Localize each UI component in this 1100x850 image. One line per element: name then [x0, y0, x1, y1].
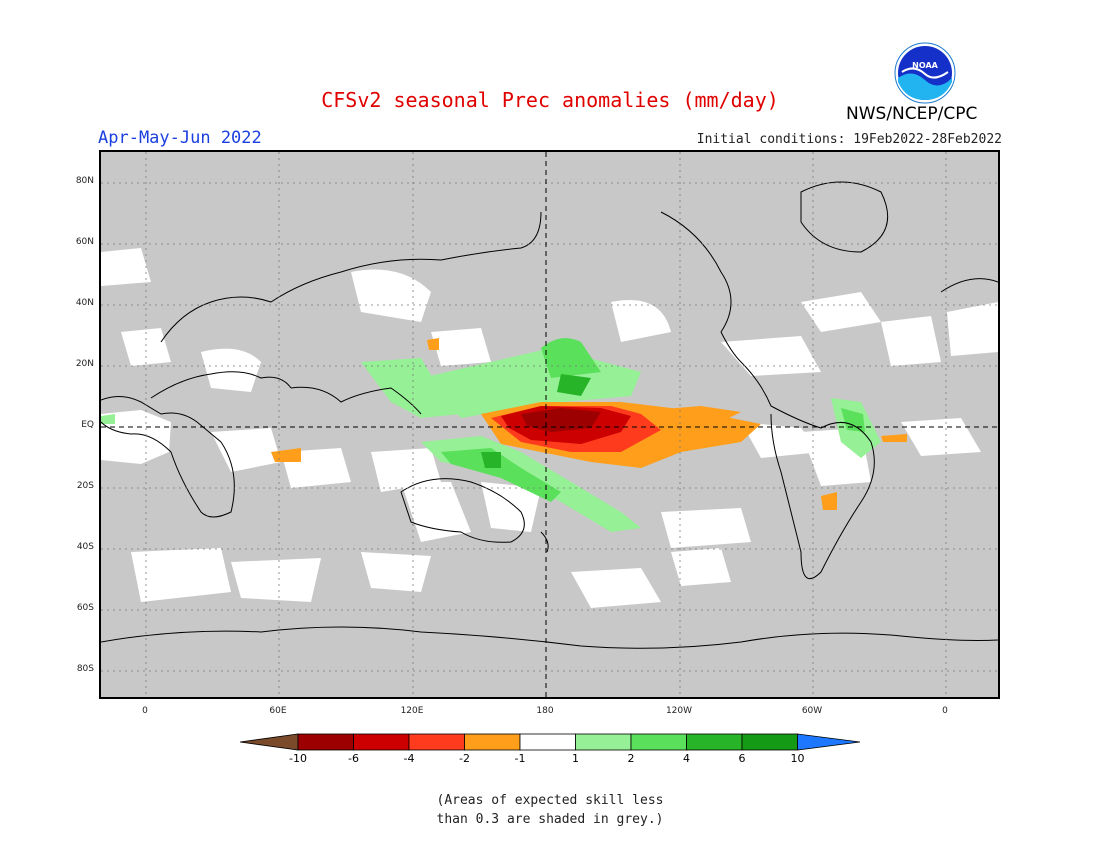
- legend-label-2: 2: [627, 752, 635, 765]
- gridlines: [101, 152, 998, 697]
- lon-label-120w: 120W: [665, 706, 693, 716]
- lat-label-80n: 80N: [75, 176, 94, 186]
- lat-label-eq: EQ: [81, 420, 94, 430]
- legend-swatch-lt-minus-10: [240, 733, 299, 751]
- legend-swatch-minus-10-minus-6: [297, 733, 354, 751]
- lon-label-0: 0: [142, 706, 148, 716]
- legend-swatch-minus-1-1: [519, 733, 576, 751]
- legend-label-minus-10: -10: [289, 752, 307, 765]
- season-label: Apr-May-Jun 2022: [98, 128, 262, 148]
- skill-note-line-2: than 0.3 are shaded in grey.): [436, 812, 664, 827]
- legend-label-10: 10: [790, 752, 805, 765]
- legend-label-minus-1: -1: [514, 752, 526, 765]
- lat-label-40s: 40S: [76, 542, 94, 552]
- dry-anomaly-regions: [271, 338, 907, 510]
- lat-label-40n: 40N: [75, 298, 94, 308]
- lat-label-60n: 60N: [75, 237, 94, 247]
- lon-label-0-east: 0: [942, 706, 948, 716]
- wet-anomaly-regions: [101, 338, 881, 532]
- reference-lines: [101, 152, 998, 697]
- lat-label-60s: 60S: [76, 603, 94, 613]
- lat-label-20n: 20N: [75, 359, 94, 369]
- legend-label-6: 6: [738, 752, 746, 765]
- legend-label-4: 4: [683, 752, 690, 765]
- legend-label-minus-6: -6: [348, 752, 359, 765]
- lon-label-60e: 60E: [269, 706, 287, 716]
- legend-label-1: 1: [572, 752, 579, 765]
- lat-label-20s: 20S: [76, 481, 94, 491]
- chart-title: CFSv2 seasonal Prec anomalies (mm/day): [321, 88, 779, 112]
- lon-label-120e: 120E: [400, 706, 424, 716]
- legend-swatch-gt-10: [797, 733, 860, 751]
- legend-swatch-minus-2-minus-1: [464, 733, 521, 751]
- near-normal-regions: [101, 248, 998, 608]
- legend-swatch-4-6: [686, 733, 743, 751]
- initial-conditions-label: Initial conditions: 19Feb2022-28Feb2022: [696, 132, 1002, 147]
- legend-swatch-minus-6-minus-4: [353, 733, 410, 751]
- agency-label: NWS/NCEP/CPC: [846, 104, 978, 124]
- legend-swatch-6-10: [741, 733, 798, 751]
- legend-label-minus-4: -4: [403, 752, 415, 765]
- noaa-logo: NOAA: [894, 42, 956, 104]
- coastlines: [101, 181, 998, 649]
- lat-label-80s: 80S: [76, 664, 94, 674]
- map-area: [99, 150, 1000, 699]
- color-legend-bar: [240, 733, 860, 751]
- legend-swatch-minus-4-minus-2: [408, 733, 465, 751]
- legend-swatch-2-4: [630, 733, 687, 751]
- legend-swatch-1-2: [575, 733, 632, 751]
- logo-text: NOAA: [912, 61, 938, 70]
- map-svg: [101, 152, 998, 697]
- skill-note-line-1: (Areas of expected skill less: [436, 793, 664, 808]
- lon-label-60w: 60W: [801, 706, 823, 716]
- lon-label-180: 180: [536, 706, 554, 716]
- legend-label-minus-2: -2: [459, 752, 470, 765]
